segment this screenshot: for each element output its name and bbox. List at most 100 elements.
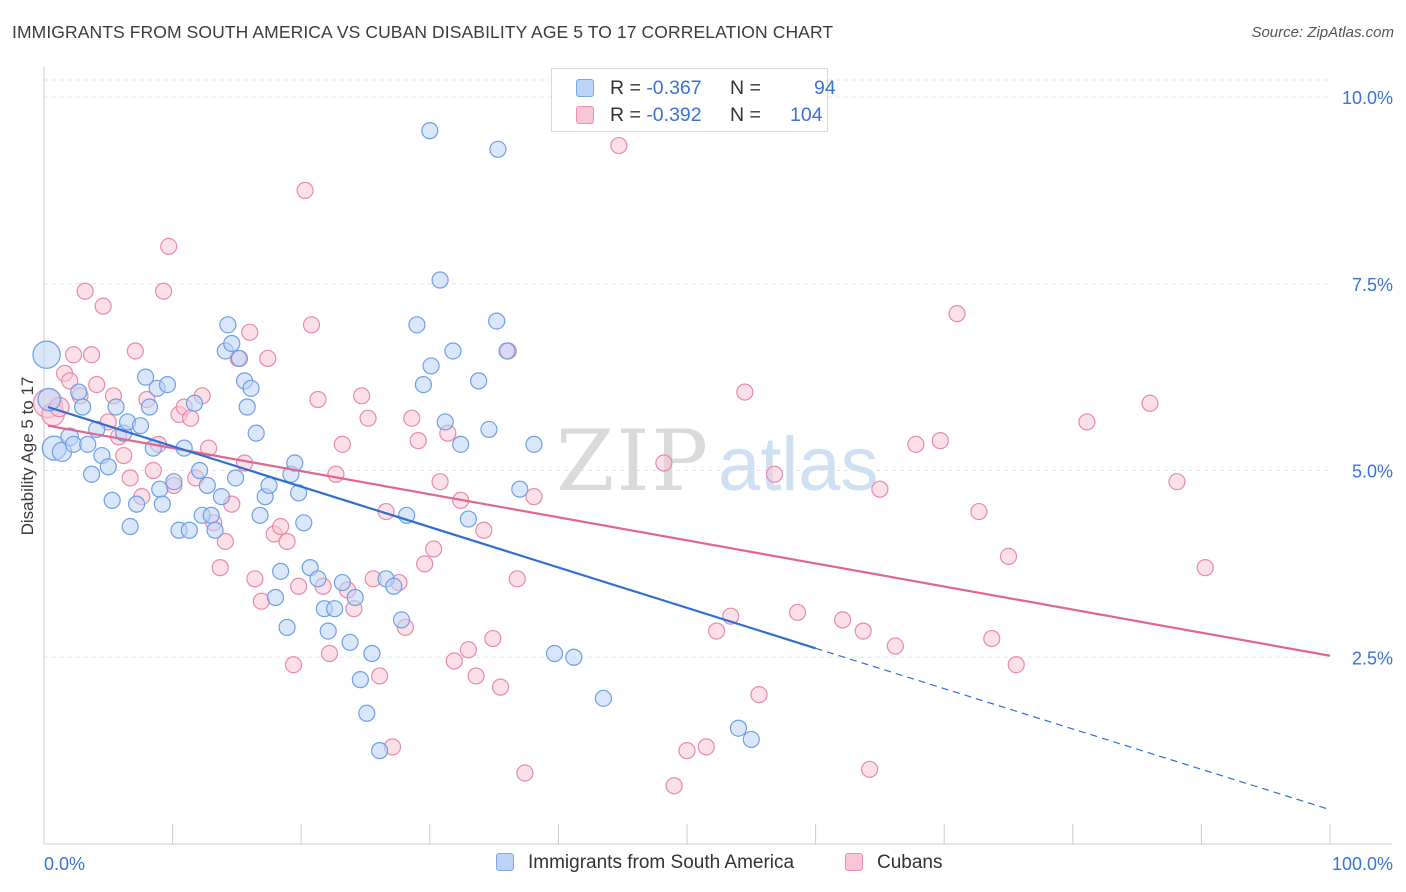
data-point	[545, 644, 564, 663]
data-point	[729, 719, 748, 737]
legend-swatch-pink	[576, 106, 594, 124]
data-point	[707, 622, 726, 640]
data-point	[525, 488, 543, 506]
data-point	[351, 671, 369, 689]
legend-r-label: R =	[610, 104, 647, 126]
data-point	[260, 476, 278, 495]
data-point	[158, 375, 177, 394]
data-point	[284, 656, 303, 674]
data-point	[665, 777, 683, 795]
data-point	[154, 282, 173, 300]
legend-swatch-blue	[496, 853, 514, 871]
data-point	[238, 398, 256, 416]
data-point	[212, 488, 231, 506]
data-point	[498, 342, 516, 360]
legend-label: Cubans	[877, 852, 943, 873]
legend-r-label: R =	[610, 77, 647, 99]
data-point	[37, 387, 61, 412]
data-point	[242, 379, 260, 397]
data-point	[886, 637, 904, 655]
data-point	[211, 559, 229, 577]
data-point	[678, 742, 696, 760]
data-point	[266, 588, 285, 607]
data-point	[431, 271, 449, 289]
data-point	[1196, 559, 1214, 577]
data-point	[459, 641, 477, 659]
data-point	[871, 480, 889, 498]
data-point	[320, 644, 339, 663]
data-point	[371, 742, 389, 760]
legend-swatch-blue	[576, 79, 594, 97]
data-point	[296, 181, 314, 199]
data-point	[736, 383, 754, 401]
data-point	[511, 480, 529, 498]
data-point	[358, 704, 376, 722]
data-point	[82, 465, 101, 483]
data-point	[151, 480, 169, 498]
data-point	[182, 409, 200, 427]
data-point	[309, 390, 327, 409]
data-point	[750, 685, 768, 704]
data-point	[309, 570, 327, 588]
trend-line-cubans	[47, 424, 1331, 657]
data-point	[247, 424, 265, 442]
data-point	[508, 570, 526, 588]
data-point	[742, 730, 760, 749]
data-point	[1078, 413, 1096, 431]
data-point	[126, 342, 144, 360]
data-point	[82, 346, 101, 364]
data-point	[594, 689, 613, 707]
data-point	[107, 398, 125, 416]
data-point	[436, 413, 454, 431]
x-tick-label-max: 100.0%	[1332, 854, 1393, 874]
data-point	[140, 398, 159, 416]
data-point	[79, 435, 97, 453]
data-point	[445, 652, 463, 670]
correlation-legend: R = -0.367 N = 94 R = -0.392 N = 104	[551, 68, 836, 132]
data-point	[219, 316, 237, 334]
trend-line-south-america	[47, 405, 816, 650]
data-point	[241, 323, 259, 341]
data-point	[353, 387, 371, 405]
data-point	[655, 454, 673, 472]
data-point	[480, 420, 498, 439]
data-point	[452, 435, 470, 453]
legend-swatch-pink	[845, 853, 863, 871]
data-point	[103, 491, 121, 509]
data-point	[99, 458, 117, 476]
data-point	[246, 570, 264, 588]
data-point	[765, 465, 784, 483]
data-point	[252, 592, 270, 610]
legend-label: Immigrants from South America	[528, 852, 795, 873]
data-point	[489, 140, 507, 158]
data-point	[127, 495, 146, 513]
watermark-atlas: atlas	[718, 422, 879, 507]
data-point	[346, 588, 364, 607]
data-point	[565, 648, 583, 666]
data-point	[970, 502, 988, 521]
data-point	[422, 357, 440, 375]
data-point	[931, 432, 949, 450]
x-tick-label-min: 0.0%	[44, 854, 85, 874]
data-point	[431, 473, 449, 491]
data-point	[359, 409, 377, 427]
data-point	[259, 349, 277, 368]
data-point	[290, 577, 308, 595]
data-point	[180, 521, 198, 539]
data-point	[319, 622, 337, 640]
data-point	[185, 394, 204, 412]
data-point	[341, 633, 359, 651]
data-point	[834, 611, 852, 629]
legend-n-label: N =	[730, 77, 761, 99]
data-point	[88, 375, 106, 394]
legend-r-value: -0.392	[646, 104, 702, 126]
data-point	[121, 469, 139, 487]
chart-title: IMMIGRANTS FROM SOUTH AMERICA VS CUBAN D…	[12, 22, 834, 42]
data-point	[206, 521, 224, 539]
data-point	[999, 547, 1018, 566]
data-point	[416, 555, 434, 573]
y-tick-label: 10.0%	[1342, 88, 1393, 108]
data-point	[198, 476, 216, 495]
data-point	[230, 349, 249, 368]
y-tick-label: 5.0%	[1352, 462, 1393, 482]
